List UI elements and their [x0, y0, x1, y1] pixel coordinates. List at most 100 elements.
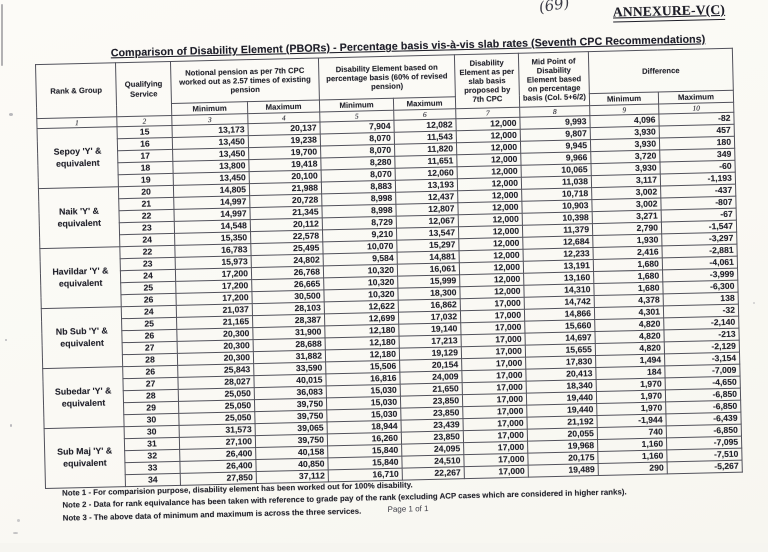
value-cell: 24,802 — [251, 253, 324, 268]
value-cell: 8,070 — [320, 144, 395, 158]
value-cell: 11,543 — [394, 130, 457, 145]
value-cell: -7,095 — [666, 436, 742, 450]
value-cell: 9,210 — [322, 228, 397, 242]
value-cell: 13,191 — [523, 259, 594, 274]
value-cell: 12,000 — [458, 237, 524, 251]
value-cell: -7,009 — [664, 364, 741, 378]
value-cell: 15,030 — [326, 396, 401, 410]
value-cell: 17,000 — [463, 441, 528, 455]
value-cell: 15,973 — [175, 255, 252, 270]
value-cell: 23,850 — [401, 430, 464, 445]
scan-speck — [753, 302, 755, 304]
value-cell: 14,548 — [174, 219, 251, 234]
value-cell: 19,140 — [398, 322, 461, 337]
rank-group-cell: Sub Maj 'Y' & equivalent — [44, 426, 126, 489]
value-cell: 12,699 — [324, 312, 399, 326]
scan-speck — [5, 339, 7, 341]
value-cell: 18,340 — [526, 379, 597, 394]
value-cell: 9,993 — [519, 115, 591, 130]
value-cell: 23,850 — [400, 406, 463, 421]
value-cell: 3,271 — [592, 209, 662, 224]
value-cell: 15,030 — [326, 408, 401, 422]
value-cell: 14,310 — [523, 283, 595, 298]
value-cell: 28,027 — [177, 375, 255, 390]
value-cell: 9,584 — [323, 252, 398, 266]
value-cell: 10,320 — [323, 288, 399, 302]
value-cell: 15,297 — [396, 238, 460, 253]
value-cell: 740 — [597, 425, 667, 440]
value-cell: 2,790 — [592, 221, 662, 236]
value-cell: 16,061 — [397, 262, 460, 277]
value-cell: 4,820 — [594, 317, 664, 332]
value-cell: 39,065 — [255, 421, 328, 436]
value-cell: -60 — [659, 160, 736, 174]
value-cell: 17,000 — [462, 381, 527, 395]
value-cell: 9,966 — [520, 151, 592, 166]
value-cell: 25,050 — [178, 399, 255, 414]
value-cell: 19,968 — [527, 439, 598, 454]
value-cell: -1,193 — [660, 172, 736, 186]
value-cell: -6,439 — [665, 412, 742, 426]
value-cell: 8,729 — [322, 216, 397, 230]
value-cell: 14,742 — [524, 295, 595, 310]
header-mid-point: Mid Point of Disability Element based on… — [518, 51, 590, 108]
value-cell: 8,883 — [321, 180, 396, 194]
value-cell: 10,320 — [323, 276, 398, 290]
value-cell: 20,300 — [177, 339, 254, 354]
header-disability-percentage: Disability Element based on percentage b… — [318, 54, 456, 100]
value-cell: 39,750 — [254, 409, 328, 424]
comparison-table: Rank & Group Qualifying Service Notional… — [35, 48, 743, 489]
value-cell: 12,807 — [395, 202, 459, 217]
value-cell: 31,900 — [252, 325, 326, 340]
value-cell: 138 — [663, 292, 739, 306]
value-cell: 31,882 — [253, 349, 326, 364]
value-cell: -5,267 — [667, 460, 743, 474]
value-cell: 11,820 — [394, 142, 457, 157]
value-cell: 12,180 — [324, 324, 400, 338]
value-cell: 28,688 — [253, 337, 326, 352]
value-cell: 1,160 — [597, 449, 668, 464]
scan-speck — [9, 113, 13, 116]
value-cell: 26,400 — [179, 459, 257, 474]
value-cell: 27,100 — [179, 435, 256, 450]
value-cell: 23,850 — [400, 394, 463, 409]
value-cell: 10,320 — [323, 264, 398, 278]
value-cell: 26,768 — [251, 265, 324, 280]
value-cell: 28,387 — [252, 313, 325, 328]
value-cell: 14,805 — [173, 183, 250, 198]
value-cell: 17,000 — [460, 333, 526, 347]
value-cell: 21,988 — [249, 181, 322, 196]
value-cell: -1,547 — [661, 220, 737, 234]
value-cell: 12,060 — [395, 166, 458, 181]
header-qualifying-service: Qualifying Service — [115, 61, 172, 117]
value-cell: 13,547 — [396, 226, 459, 241]
value-cell: 24,095 — [401, 442, 464, 457]
table-body: Sepoy 'Y' & equivalent 15 13,173 20,137 7,90… — [37, 112, 743, 489]
value-cell: 20,055 — [527, 427, 598, 442]
value-cell: 21,192 — [526, 415, 598, 430]
value-cell: -213 — [663, 328, 740, 342]
value-cell: 17,830 — [525, 355, 596, 370]
value-cell: -437 — [660, 184, 736, 198]
value-cell: -3,154 — [664, 352, 740, 366]
value-cell: 12,000 — [455, 117, 521, 131]
value-cell: 20,100 — [249, 169, 322, 184]
value-cell: 4,378 — [594, 293, 664, 308]
value-cell: 17,000 — [462, 417, 528, 431]
value-cell: -2,881 — [661, 244, 738, 258]
value-cell: 8,280 — [320, 156, 396, 170]
value-cell: -32 — [663, 304, 739, 318]
value-cell: 17,200 — [175, 279, 252, 294]
page-number: Page 1 of 1 — [387, 504, 429, 514]
value-cell: -3,297 — [661, 232, 737, 246]
header-difference: Difference — [588, 48, 734, 94]
value-cell: -7,510 — [666, 448, 743, 462]
value-cell: 3,930 — [590, 137, 660, 152]
value-cell: 17,000 — [461, 357, 526, 371]
value-cell: 9,945 — [520, 139, 591, 154]
value-cell: 12,082 — [393, 118, 457, 133]
value-cell: 15,840 — [327, 444, 402, 458]
value-cell: 20,300 — [177, 351, 254, 366]
value-cell: 14,997 — [173, 195, 250, 210]
value-cell: 23,439 — [400, 418, 464, 433]
